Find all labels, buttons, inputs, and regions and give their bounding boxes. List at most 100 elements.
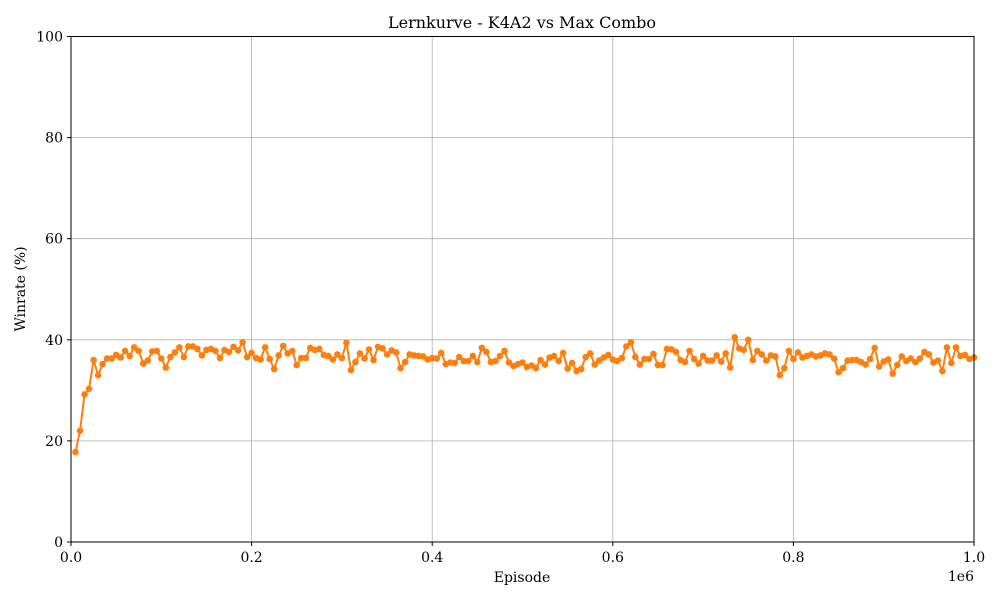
data-point [564,365,571,372]
data-point [474,358,481,366]
data-point [275,352,282,359]
data-point [225,348,233,356]
y-tick-label: 100 [36,30,63,46]
x-axis-ticks: 0.0 0.2 0.4 0.6 0.8 1.0 [60,542,985,566]
data-point [356,350,364,357]
data-point [72,448,79,456]
data-point [835,368,842,376]
data-point [239,339,246,346]
data-point [176,344,183,351]
data-point [437,349,445,357]
data-point [325,352,332,360]
data-point [483,348,490,356]
data-point [781,364,788,372]
data-point [99,360,106,368]
data-point [496,352,504,360]
x-tick-label: 0.8 [782,550,804,566]
data-point [266,355,273,363]
data-point [884,356,892,363]
data-point [216,354,224,362]
data-point [270,365,278,373]
data-point [893,361,901,369]
data-point [153,347,161,355]
data-point [392,349,400,356]
y-tick-label: 60 [45,232,63,248]
data-point [397,364,404,372]
y-tick-label: 20 [45,434,63,450]
data-point [212,347,219,355]
data-point [76,427,84,435]
data-point [135,347,143,355]
data-point [121,347,129,355]
data-point [740,346,748,354]
data-point [623,343,630,350]
data-point [180,353,188,361]
data-point [230,343,237,351]
x-tick-label: 0.4 [421,550,443,566]
data-point [898,353,906,360]
y-tick-label: 80 [45,131,63,147]
data-point [641,355,648,363]
data-point [478,344,486,352]
data-point [261,344,269,351]
x-tick-label: 0.0 [60,550,82,566]
series-winrate [72,333,978,456]
data-point [352,358,359,366]
data-point [591,361,599,368]
data-point [433,355,441,362]
data-point [297,354,305,362]
data-point [961,351,969,359]
data-point [103,355,111,362]
data-point [916,355,924,362]
data-point [370,356,377,364]
data-point [749,356,757,364]
data-point [582,353,590,361]
data-point [126,352,133,360]
data-point [559,349,567,357]
data-point [939,367,946,375]
data-point [726,364,734,371]
data-point [776,371,784,379]
data-point [848,356,856,364]
data-point [577,365,585,373]
data-point [365,346,373,353]
data-point [794,349,802,356]
data-point [925,351,933,358]
data-point [690,355,698,363]
data-point [862,361,869,368]
data-point [401,358,409,366]
data-point [198,352,206,359]
data-point [316,345,323,353]
data-point [329,356,337,363]
data-point [744,336,752,344]
data-point [948,359,955,367]
data-point [85,385,93,393]
data-point [469,352,477,360]
data-point [537,356,544,364]
data-point [334,351,341,358]
data-point [907,355,915,362]
data-point [455,353,463,361]
data-point [875,363,883,370]
data-point [343,339,350,347]
data-point [194,345,201,353]
data-point [492,357,499,365]
data-point [532,364,540,372]
data-point [550,352,558,360]
x-tick-label: 0.2 [240,550,262,566]
data-point [81,391,88,398]
data-point [934,357,942,364]
data-point [731,333,739,341]
data-point [839,364,847,372]
data-point [866,355,874,363]
data-point [753,347,761,355]
data-point [785,347,793,355]
plot-frame [70,36,975,543]
data-point [722,350,729,357]
data-point [889,370,897,377]
data-point [144,357,152,364]
data-point [952,344,960,351]
chart-title: Lernkurve - K4A2 vs Max Combo [388,13,656,32]
data-point [604,351,612,359]
